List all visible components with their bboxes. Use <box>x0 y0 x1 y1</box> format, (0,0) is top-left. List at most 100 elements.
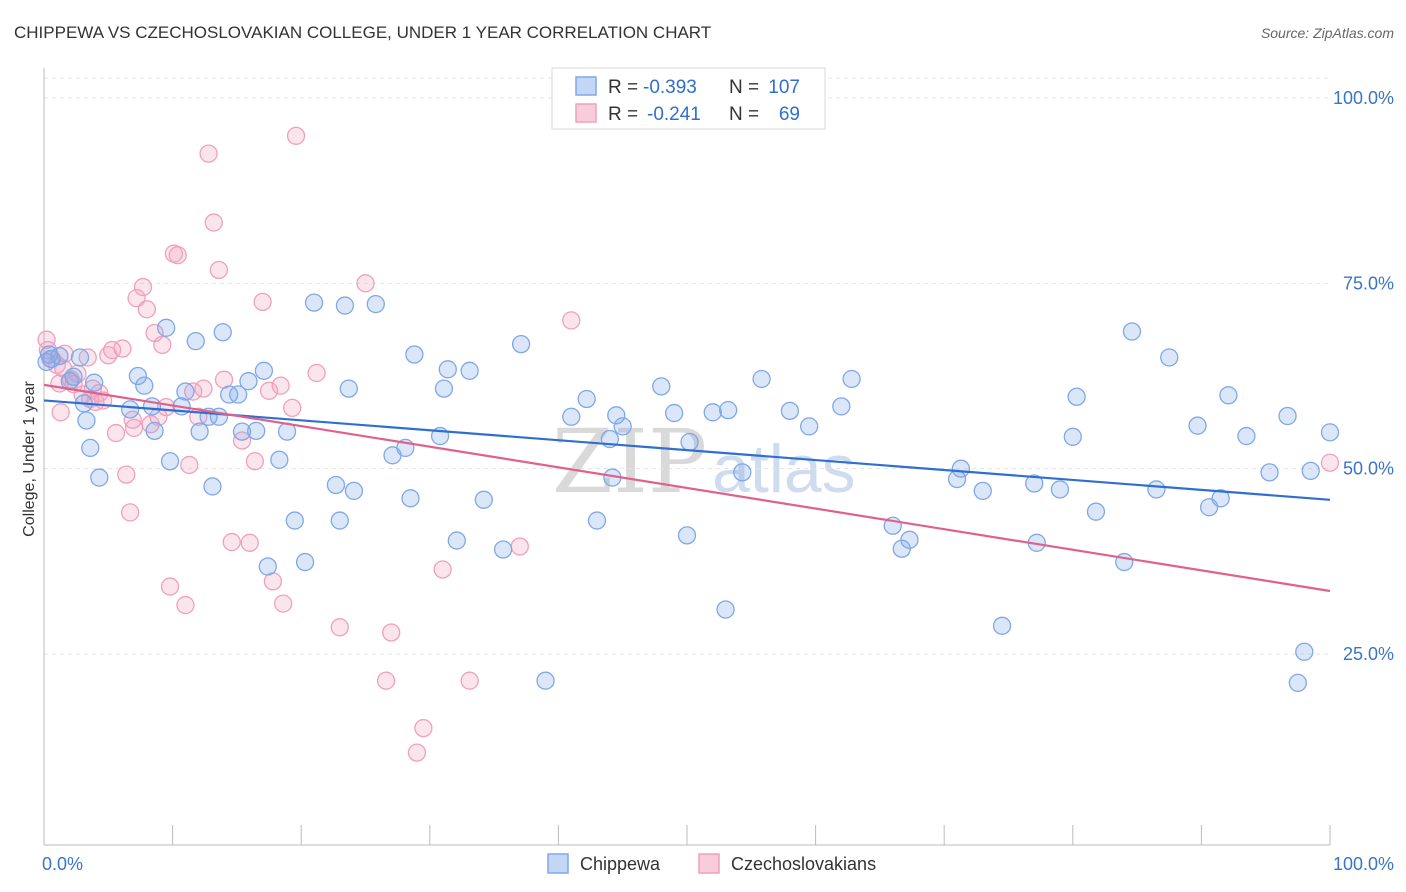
chippewa-point <box>203 477 222 496</box>
czech-point <box>460 671 479 690</box>
czech-point <box>106 423 126 443</box>
chippewa-point <box>607 406 626 425</box>
chippewa-point <box>1288 673 1307 693</box>
czech-point <box>222 532 241 552</box>
chippewa-point <box>344 481 364 501</box>
chippewa-point <box>186 332 205 351</box>
trend-lines <box>43 383 1331 593</box>
watermark-zip: ZIP <box>552 410 707 513</box>
chippewa-point <box>664 403 684 423</box>
czech-trend-line <box>43 383 1331 593</box>
chippewa-point <box>1211 489 1230 508</box>
y-axis-label: College, Under 1 year <box>21 381 38 537</box>
chippewa-point <box>434 379 454 398</box>
czech-point <box>510 537 529 556</box>
czech-point <box>356 274 375 293</box>
chippewa-point <box>1295 642 1314 661</box>
y-tick-labels: 100.0% 75.0% 50.0% 25.0% <box>1333 88 1394 664</box>
chippewa-point <box>652 377 671 396</box>
czech-point <box>382 623 401 642</box>
chippewa-point <box>64 367 83 386</box>
chippewa-point <box>842 369 861 389</box>
chippewa-point <box>752 369 771 389</box>
czech-point <box>204 213 223 232</box>
chippewa-point <box>1260 463 1279 482</box>
chippewa-point <box>366 294 385 314</box>
chippewa-point <box>160 452 180 471</box>
chippewa-point <box>258 557 277 576</box>
chippewa-point <box>326 475 346 495</box>
chippewa-point <box>209 407 229 426</box>
chippewa-point <box>1219 386 1238 405</box>
chippewa-point <box>285 511 304 530</box>
chippewa-point <box>1147 480 1166 499</box>
chippewa-point <box>254 361 274 380</box>
chippewa-point <box>800 417 819 436</box>
chippewa-point <box>951 459 971 478</box>
chippewa-point <box>85 373 104 392</box>
czech-point <box>78 348 97 367</box>
chippewa-point <box>1063 427 1082 446</box>
czech-point <box>259 381 279 400</box>
chippewa-point <box>832 397 851 416</box>
czech-point <box>194 379 213 398</box>
chippewa-point <box>1320 423 1340 442</box>
chippewa-point <box>719 400 738 420</box>
chippewa-point <box>587 511 607 530</box>
y-tick-label: 50.0% <box>1343 459 1394 479</box>
legend-n-value-czech: 69 <box>779 104 800 125</box>
chippewa-point <box>50 346 69 366</box>
y-tick-label: 75.0% <box>1343 273 1394 293</box>
correlation-legend: R = -0.393 N = 107 R = -0.241 N = 69 <box>551 67 826 130</box>
chippewa-point <box>135 376 154 395</box>
czech-point <box>184 382 203 401</box>
legend-n-label-czech: N = <box>729 104 759 125</box>
chippewa-point <box>339 379 358 398</box>
chippewa-point <box>128 366 148 386</box>
bottom-legend-swatch-czech <box>698 853 720 874</box>
chippewa-point <box>780 401 800 420</box>
chippewa-point <box>716 600 735 619</box>
chippewa-point <box>703 403 722 422</box>
chippewa-point <box>460 361 479 380</box>
bottom-legend-swatch-chippewa <box>547 853 569 874</box>
czech-point <box>199 144 218 163</box>
chippewa-point <box>70 348 90 367</box>
chippewa-point <box>1301 461 1320 481</box>
czech-point <box>414 718 433 738</box>
legend-box <box>551 67 826 130</box>
czech-point <box>407 743 427 762</box>
chippewa-point <box>677 526 697 545</box>
bottom-legend-label-czech: Czechoslovakians <box>731 854 876 874</box>
chippewa-point <box>536 671 555 690</box>
chippewa-point <box>232 422 252 441</box>
chart-source: Source: ZipAtlas.com <box>1261 25 1394 41</box>
chippewa-point <box>1188 416 1207 435</box>
chippewa-point <box>900 530 919 549</box>
czech-point <box>51 403 70 422</box>
chippewa-point <box>190 422 209 441</box>
czech-point <box>113 339 132 358</box>
chippewa-point <box>405 345 424 364</box>
chippewa-points <box>37 293 1340 693</box>
czech-point <box>209 260 229 280</box>
chippewa-point <box>613 417 632 436</box>
chippewa-point <box>176 382 195 401</box>
chippewa-point <box>1067 387 1086 406</box>
chippewa-point <box>229 385 248 404</box>
chippewa-point <box>90 468 109 487</box>
x-tick-label-max: 100.0% <box>1333 854 1394 874</box>
chippewa-point <box>77 411 96 430</box>
legend-r-label-czech: R = <box>608 104 638 125</box>
chippewa-point <box>213 323 232 342</box>
czech-point <box>433 560 452 579</box>
czech-point <box>176 595 195 615</box>
legend-r-value-chippewa: -0.393 <box>643 77 697 98</box>
czech-point <box>137 300 157 319</box>
legend-n-label-chippewa: N = <box>729 77 759 98</box>
chippewa-point <box>81 438 100 458</box>
czech-point <box>330 618 349 637</box>
chippewa-point <box>973 481 992 501</box>
chippewa-point <box>335 296 355 315</box>
